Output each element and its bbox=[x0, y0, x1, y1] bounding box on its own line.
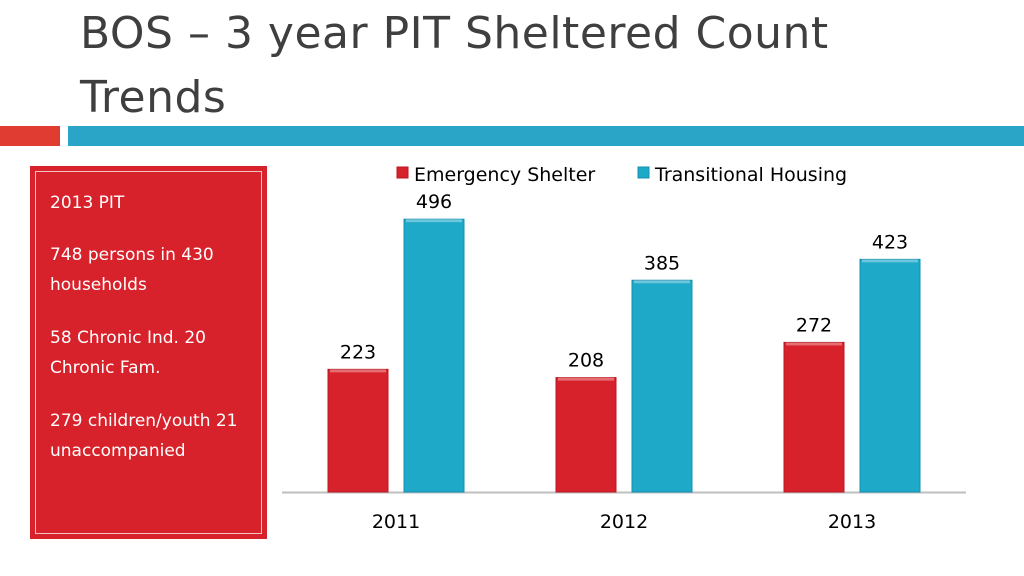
summary-chronic: 58 Chronic Ind. 20 Chronic Fam. bbox=[50, 328, 206, 378]
data-label: 423 bbox=[872, 231, 908, 253]
summary-panel-border bbox=[35, 171, 262, 534]
bar-emergency-shelter-2013 bbox=[783, 341, 845, 493]
data-label: 208 bbox=[568, 350, 604, 372]
slide-title: BOS – 3 year PIT Sheltered Count Trends bbox=[80, 8, 829, 123]
data-label: 223 bbox=[340, 341, 376, 363]
summary-persons: 748 persons in 430 households bbox=[50, 245, 214, 295]
title-rule-blue bbox=[68, 126, 1024, 146]
bar-emergency-shelter-2011 bbox=[327, 368, 389, 493]
legend-label: Transitional Housing bbox=[654, 164, 847, 186]
summary-panel bbox=[30, 166, 267, 539]
legend-swatch bbox=[637, 166, 650, 179]
bar-highlight bbox=[862, 259, 918, 263]
data-label: 385 bbox=[644, 252, 680, 274]
x-tick-label: 2013 bbox=[828, 511, 876, 533]
legend-label: Emergency Shelter bbox=[414, 164, 595, 186]
x-tick-label: 2012 bbox=[600, 511, 648, 533]
bar-highlight bbox=[330, 369, 386, 373]
summary-text: 2013 PIT 748 persons in 430 households 5… bbox=[50, 188, 260, 489]
legend-swatch bbox=[396, 166, 409, 179]
bar-emergency-shelter-2012 bbox=[555, 377, 617, 493]
x-tick-label: 2011 bbox=[372, 511, 420, 533]
summary-children: 279 children/youth 21 unaccompanied bbox=[50, 411, 238, 461]
bar-highlight bbox=[634, 280, 690, 284]
data-label: 496 bbox=[416, 191, 452, 213]
summary-heading: 2013 PIT bbox=[50, 193, 125, 213]
data-label: 272 bbox=[796, 314, 832, 336]
bar-transitional-housing-2012 bbox=[631, 279, 693, 493]
bar-highlight bbox=[558, 377, 614, 381]
bar-transitional-housing-2011 bbox=[403, 218, 465, 493]
bar-transitional-housing-2013 bbox=[859, 258, 921, 493]
title-rule-red bbox=[0, 126, 60, 146]
bar-highlight bbox=[406, 219, 462, 223]
bar-highlight bbox=[786, 342, 842, 346]
